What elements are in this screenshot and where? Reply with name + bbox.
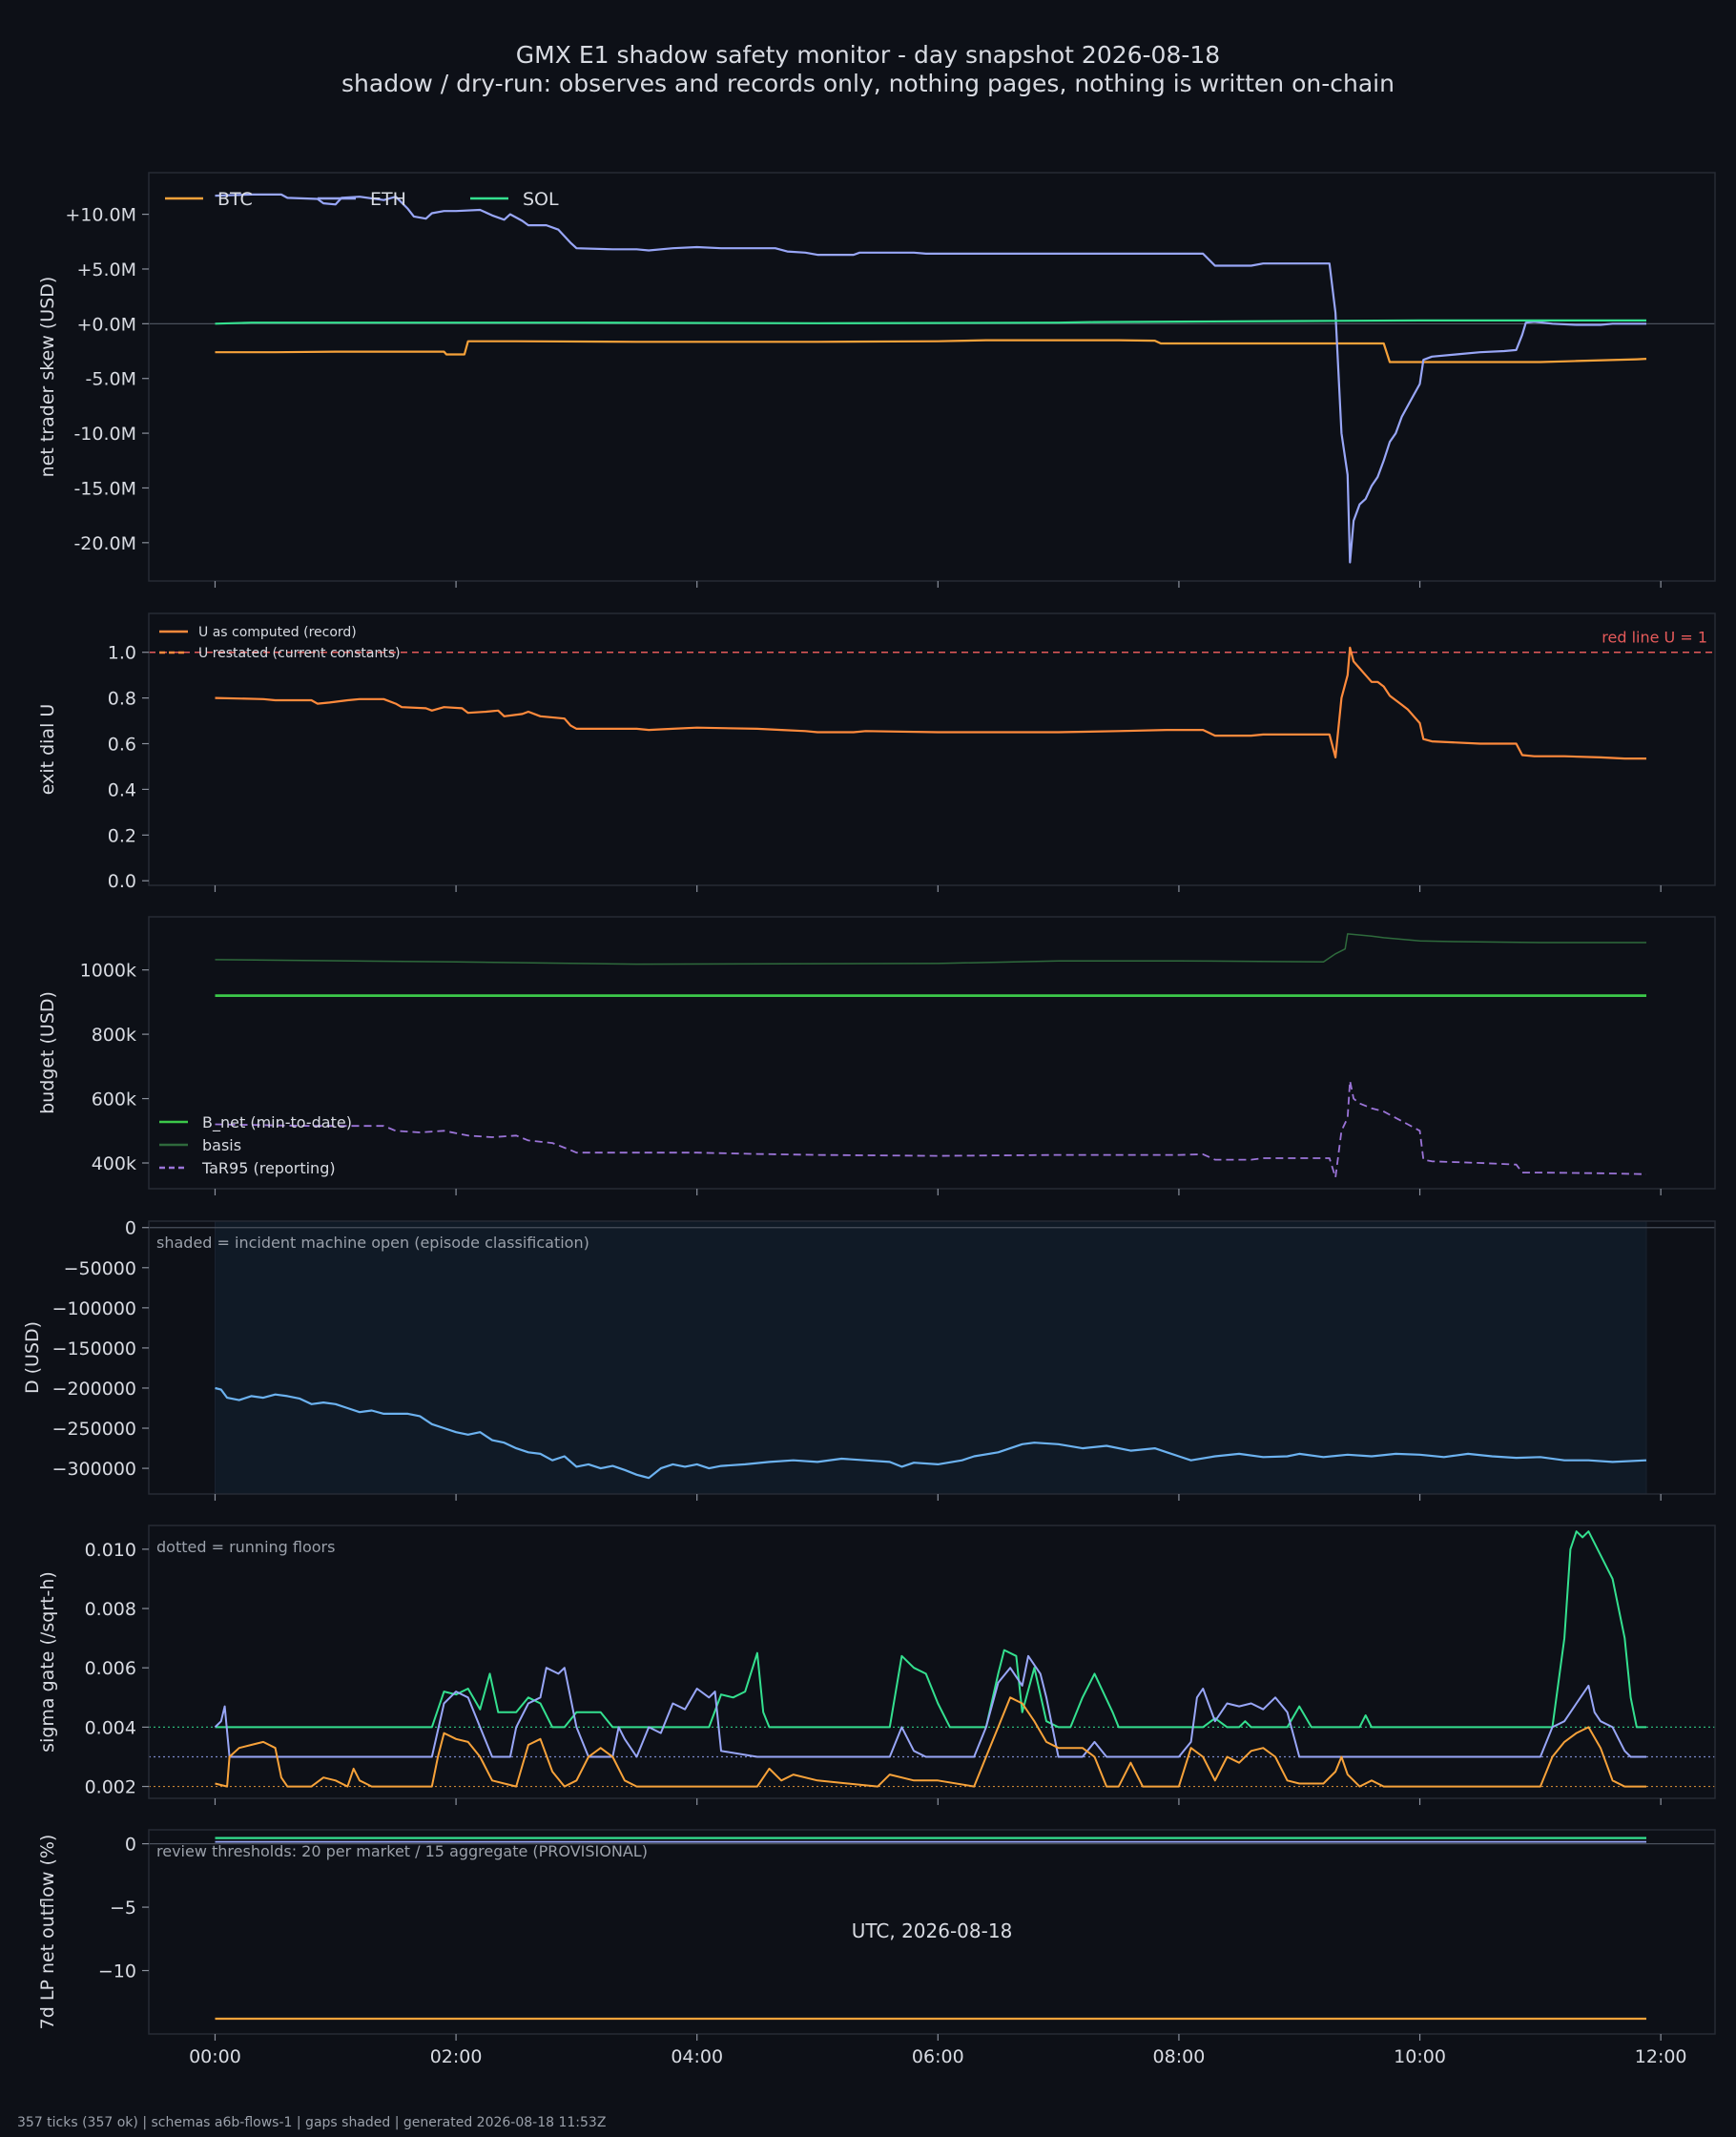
panels: +10.0M +5.0M +0.0M -5.0M -10.0M -15.0M -20.0M n… <box>22 172 1716 2067</box>
y-tick-label: 0.008 <box>85 1599 136 1620</box>
x-tick-label: 06:00 <box>912 2046 964 2067</box>
panel-frame <box>148 172 1716 582</box>
y-tick-label: 0 <box>125 1835 136 1856</box>
y-tick-label: −300000 <box>52 1459 136 1480</box>
y-tick-label: 0.2 <box>108 825 136 846</box>
chart-subtitle: shadow / dry-run: observes and records o… <box>341 70 1395 97</box>
y-tick-label: 0.8 <box>108 689 136 710</box>
x-tick-label: 10:00 <box>1394 2046 1446 2067</box>
y-tick-label: 400k <box>92 1153 136 1174</box>
y-tick-label: 0.6 <box>108 735 136 756</box>
x-tick-label: 08:00 <box>1153 2046 1206 2067</box>
legend-label: U as computed (record) <box>198 625 357 640</box>
panel-frame <box>148 916 1716 1190</box>
legend-label: B_net (min-to-date) <box>202 1113 352 1132</box>
y-tick-label: +5.0M <box>76 259 136 280</box>
panel-outflow: 0 −5 −10 7d LP net outflow (%) review thresh… <box>37 1829 1716 2041</box>
y-tick-label: 0.006 <box>85 1658 136 1679</box>
panel-D: 0 −50000 −100000 −150000 −200000 −250000 −3000… <box>22 1218 1716 1501</box>
y-tick-label: 0 <box>125 1218 136 1239</box>
y-tick-label: 800k <box>92 1025 136 1046</box>
series-line-basis <box>215 933 1646 965</box>
y-tick-label: -20.0M <box>73 533 136 554</box>
y-axis-label: exit dial U <box>37 704 58 796</box>
y-tick-label: −100000 <box>52 1298 136 1319</box>
y-axis-label: D (USD) <box>22 1321 43 1394</box>
y-axis-label: budget (USD) <box>37 991 58 1114</box>
y-axis-label: 7d LP net outflow (%) <box>37 1835 58 2030</box>
y-tick-label: 1.0 <box>108 643 136 664</box>
series-line-btc <box>215 1696 1646 1788</box>
series-line-d <box>215 1386 1647 1480</box>
y-tick-label: 0.004 <box>85 1717 136 1738</box>
x-tick-label: 00:00 <box>189 2046 241 2067</box>
legend-label: TaR95 (reporting) <box>201 1159 336 1177</box>
series-line-btc <box>215 339 1647 363</box>
x-tick-label: 02:00 <box>430 2046 483 2067</box>
y-tick-label: −50000 <box>64 1258 136 1279</box>
panel-frame <box>148 1525 1716 1799</box>
panel-sigma: 0.010 0.008 0.006 0.004 0.002 sigma gate (/sq… <box>37 1525 1716 1805</box>
y-tick-label: +10.0M <box>65 205 136 226</box>
panel-dial: red line U = 1 1.0 0.8 0.6 0.4 0.2 0.0 exit dia… <box>37 612 1716 892</box>
y-tick-label: -5.0M <box>86 369 136 390</box>
series-line-eth <box>215 193 1646 564</box>
panel-frame <box>148 612 1716 886</box>
incident-shade <box>214 1220 1647 1495</box>
reference-line-label: red line U = 1 <box>1602 629 1707 647</box>
legend-label: U restated (current constants) <box>198 646 401 661</box>
x-tick-label: 04:00 <box>671 2046 723 2067</box>
panel-frame <box>148 1220 1716 1495</box>
series-line-eth <box>214 1654 1646 1758</box>
y-tick-label: −250000 <box>52 1419 136 1440</box>
legend-label: BTC <box>217 189 253 210</box>
panel-budget: 1000k 800k 600k 400k budget (USD) B_net (min-… <box>37 916 1716 1195</box>
legend-label: basis <box>202 1136 241 1154</box>
x-tick-label: 12:00 <box>1635 2046 1687 2067</box>
y-tick-label: −10 <box>98 1961 136 1982</box>
y-tick-label: -10.0M <box>73 424 136 445</box>
legend-label: ETH <box>370 189 406 210</box>
y-tick-label: 0.010 <box>85 1540 136 1561</box>
y-tick-label: 0.4 <box>108 779 136 800</box>
y-tick-label: 0.0 <box>108 871 136 892</box>
series-line-sol <box>215 1530 1646 1729</box>
panel-note: review thresholds: 20 per market / 15 ag… <box>156 1842 648 1860</box>
series-line-sol <box>215 319 1646 325</box>
chart-title: GMX E1 shadow safety monitor - day snaps… <box>516 41 1220 69</box>
x-axis-label: UTC, 2026-08-18 <box>852 1919 1013 1942</box>
y-axis-label: net trader skew (USD) <box>37 277 58 478</box>
y-tick-label: 600k <box>92 1089 136 1110</box>
footer-status: 357 ticks (357 ok) | schemas a6b-flows-1… <box>17 2115 606 2130</box>
y-tick-label: +0.0M <box>76 314 136 335</box>
legend-label: SOL <box>523 189 559 210</box>
y-tick-label: −5 <box>110 1898 136 1919</box>
y-tick-label: 1000k <box>80 961 136 982</box>
y-axis-label: sigma gate (/sqrt-h) <box>37 1571 58 1753</box>
y-tick-label: −200000 <box>52 1379 136 1400</box>
panel-frame <box>148 1829 1716 2035</box>
panel-skew: +10.0M +5.0M +0.0M -5.0M -10.0M -15.0M -20.0M n… <box>37 172 1716 588</box>
y-tick-label: -15.0M <box>73 478 136 499</box>
panel-note: shaded = incident machine open (episode … <box>156 1234 589 1252</box>
panel-note: dotted = running floors <box>156 1538 335 1556</box>
series-line-tar95-reporting- <box>215 1080 1647 1179</box>
y-tick-label: 0.002 <box>85 1777 136 1798</box>
y-tick-label: −150000 <box>52 1338 136 1359</box>
series-line-u-as-computed-record- <box>215 646 1646 760</box>
